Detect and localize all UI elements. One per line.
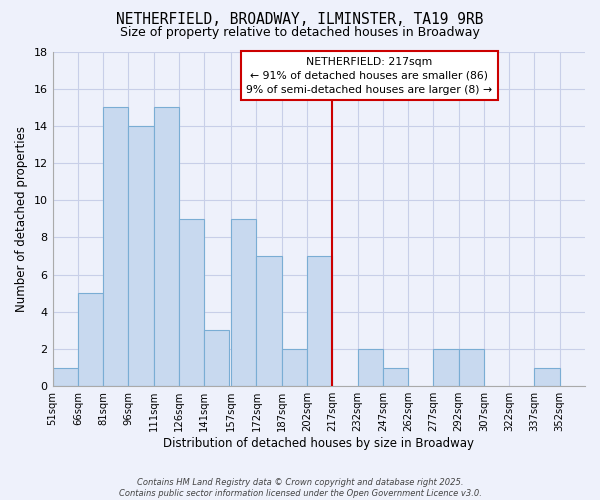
Bar: [256, 256, 282, 386]
Bar: [179, 219, 204, 386]
Bar: [128, 126, 154, 386]
Bar: [282, 349, 307, 386]
Text: NETHERFIELD: 217sqm
← 91% of detached houses are smaller (86)
9% of semi-detache: NETHERFIELD: 217sqm ← 91% of detached ho…: [246, 56, 493, 94]
Bar: [103, 108, 128, 386]
Bar: [433, 349, 458, 386]
Bar: [458, 349, 484, 386]
Text: Contains HM Land Registry data © Crown copyright and database right 2025.
Contai: Contains HM Land Registry data © Crown c…: [119, 478, 481, 498]
Bar: [383, 368, 408, 386]
Text: NETHERFIELD, BROADWAY, ILMINSTER, TA19 9RB: NETHERFIELD, BROADWAY, ILMINSTER, TA19 9…: [116, 12, 484, 28]
X-axis label: Distribution of detached houses by size in Broadway: Distribution of detached houses by size …: [163, 437, 474, 450]
Bar: [204, 330, 229, 386]
Y-axis label: Number of detached properties: Number of detached properties: [15, 126, 28, 312]
Text: Size of property relative to detached houses in Broadway: Size of property relative to detached ho…: [120, 26, 480, 39]
Bar: [53, 368, 78, 386]
Bar: [358, 349, 383, 386]
Bar: [78, 293, 103, 386]
Bar: [535, 368, 560, 386]
Bar: [154, 108, 179, 386]
Bar: [307, 256, 332, 386]
Bar: [231, 219, 256, 386]
